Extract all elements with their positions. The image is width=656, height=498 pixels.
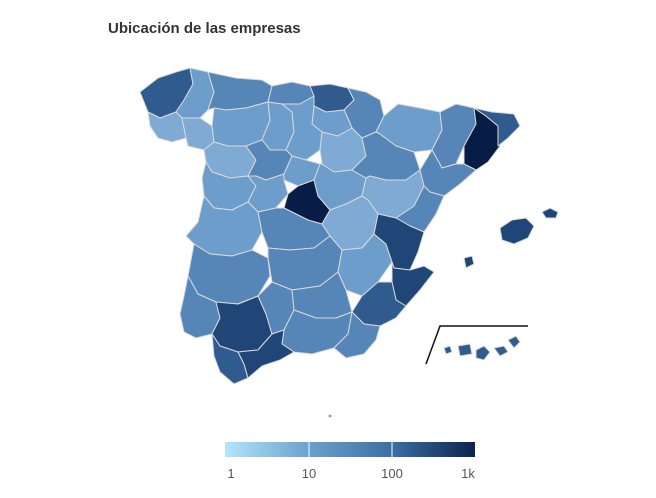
canarias-inset-border <box>425 325 528 365</box>
region-illes-balears <box>463 207 559 269</box>
region-almeria <box>333 311 381 359</box>
region-lleida <box>431 103 477 169</box>
region-malaga <box>237 329 295 379</box>
region-girona <box>473 107 521 147</box>
melilla-marker <box>328 414 332 418</box>
region-avila <box>247 173 289 213</box>
legend-label-1: 1 <box>227 466 235 481</box>
legend-label-1k: 1k <box>461 466 475 481</box>
legend-colorbar <box>225 442 475 457</box>
legend-label-10: 10 <box>301 466 317 481</box>
map-title: Ubicación de las empresas <box>108 20 301 37</box>
provinces-layer <box>139 67 559 385</box>
region-pontevedra <box>147 111 187 143</box>
region-alicante <box>391 261 435 307</box>
region-huelva <box>179 275 221 339</box>
region-valencia <box>373 213 425 271</box>
region-canarias <box>443 335 521 361</box>
legend-label-100: 100 <box>381 466 403 481</box>
